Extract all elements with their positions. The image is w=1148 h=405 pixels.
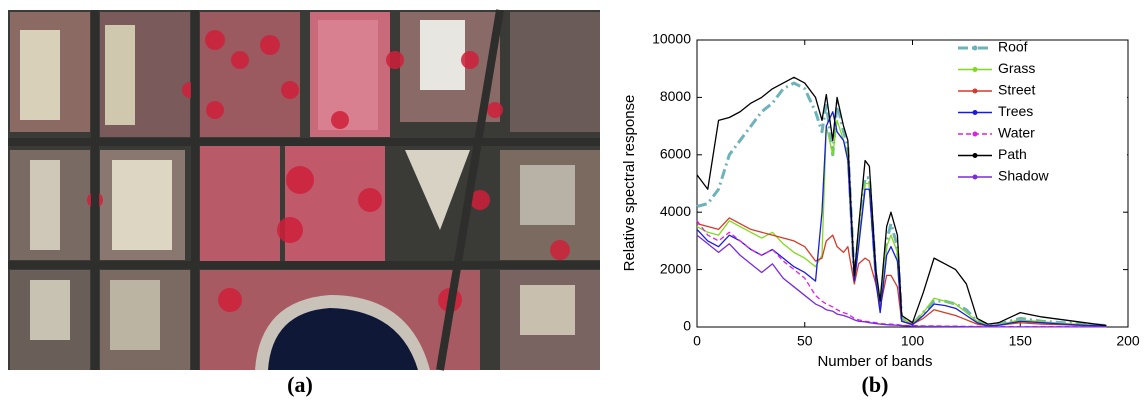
legend-label: Roof [998,39,1028,55]
y-tick-label: 10000 [652,31,691,47]
x-tick-label: 100 [901,333,925,349]
legend-label: Path [998,146,1027,162]
legend-marker [973,175,978,180]
legend-label: Grass [998,60,1035,76]
y-tick-label: 6000 [660,146,691,162]
y-tick-label: 0 [683,318,691,334]
legend-marker [973,153,978,158]
legend-marker [973,46,978,51]
legend-marker [973,89,978,94]
caption: (b) [862,372,889,397]
y-axis-label: Relative spectral response [621,95,638,272]
x-axis-label: Number of bands [817,353,932,370]
legend-label: Water [998,125,1035,141]
y-tick-label: 8000 [660,88,691,104]
figure: (a) (b) Number of bands Relative spectra… [0,0,1148,405]
y-tick-label: 4000 [660,203,691,219]
legend-marker [973,110,978,115]
x-tick-label: 50 [797,333,813,349]
legend-marker [973,67,978,72]
legend-marker [973,132,978,137]
caption: (a) [287,372,313,397]
legend-label: Shadow [998,168,1049,184]
y-tick-label: 2000 [660,260,691,276]
chart: (b) Number of bands Relative spectral re… [600,0,1148,405]
aerial-image-panel: (a) [0,0,600,405]
x-tick-label: 150 [1009,333,1033,349]
x-tick-label: 200 [1116,333,1140,349]
x-tick-label: 0 [693,333,701,349]
legend-label: Street [998,82,1035,98]
legend-label: Trees [998,103,1033,119]
